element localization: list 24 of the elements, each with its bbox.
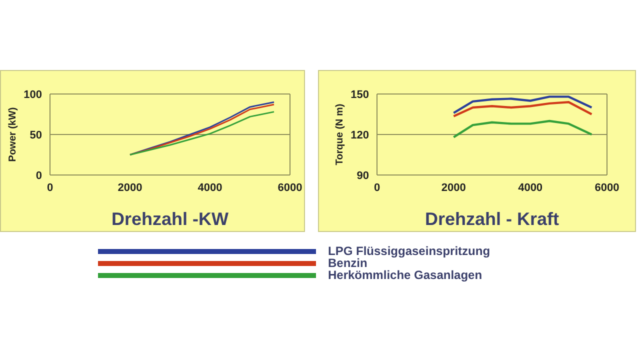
- text: LPG Flüssiggaseinspritzung: [328, 244, 490, 258]
- x-tick-label: 4000: [198, 182, 222, 194]
- x-tick-label: 6000: [594, 182, 620, 194]
- x-axis-title: Drehzahl -KW: [112, 209, 229, 229]
- x-tick-label: 6000: [278, 182, 302, 194]
- line-series: [452, 101, 593, 118]
- y-tick-label: 100: [24, 88, 42, 101]
- x-tick-label: 4000: [518, 182, 543, 194]
- y-tick-label: 50: [30, 129, 42, 142]
- text: Herkömmliche Gasanlagen: [328, 268, 482, 282]
- x-axis-title: Drehzahl - Kraft: [424, 209, 560, 229]
- y-tick-label: 120: [350, 129, 369, 142]
- y-tick-label: 90: [356, 170, 369, 182]
- y-axis-title: Power (kW): [8, 107, 19, 162]
- x-tick-label: 0: [374, 182, 380, 194]
- x-tick-label: 2000: [441, 182, 466, 194]
- line-series: [452, 96, 593, 114]
- y-axis-title: Torque (N m): [334, 104, 346, 166]
- x-tick-label: 2000: [118, 182, 142, 194]
- line-series: [452, 120, 593, 138]
- y-tick-label: 150: [350, 88, 369, 101]
- text: Benzin: [328, 256, 368, 270]
- x-tick-label: 0: [46, 182, 54, 194]
- y-tick-label: 0: [36, 170, 42, 182]
